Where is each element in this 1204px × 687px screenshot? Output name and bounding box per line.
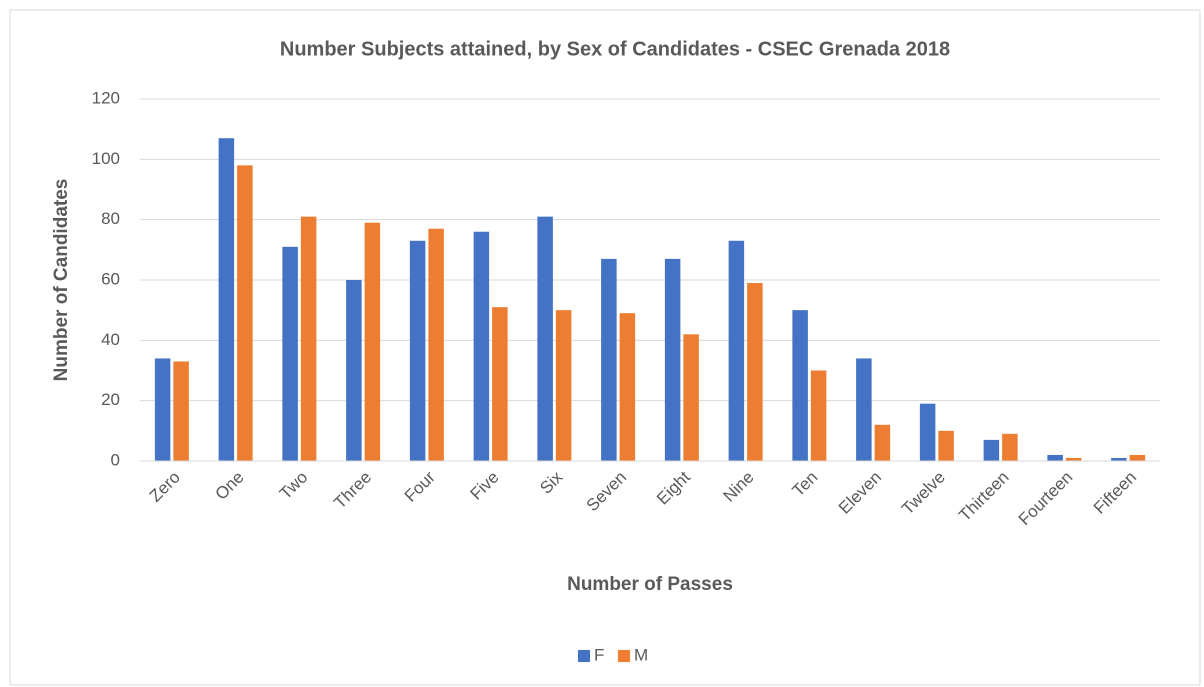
y-tick-label: 60 <box>101 269 120 288</box>
y-tick-label: 80 <box>101 209 120 228</box>
bar <box>792 310 808 461</box>
x-axis-title: Number of Passes <box>567 574 733 595</box>
bar <box>1002 433 1018 461</box>
y-tick-label: 120 <box>92 88 120 107</box>
bar <box>218 138 235 461</box>
bar <box>473 231 490 461</box>
bar <box>1047 454 1063 461</box>
bar <box>1111 457 1127 461</box>
bar <box>1129 454 1146 461</box>
bar <box>1065 457 1082 461</box>
bar <box>428 228 444 461</box>
bar <box>874 424 891 461</box>
bar <box>364 222 381 461</box>
y-tick-label: 20 <box>101 390 120 409</box>
legend-swatch <box>578 650 590 662</box>
bar <box>747 283 763 461</box>
bar <box>683 334 699 461</box>
legend-label: M <box>634 645 648 664</box>
bar <box>983 439 1000 461</box>
y-tick-label: 40 <box>101 330 120 349</box>
bar <box>173 361 189 461</box>
legend-swatch <box>618 650 630 662</box>
bar <box>300 216 317 461</box>
y-tick-label: 0 <box>111 450 120 469</box>
bar <box>237 165 253 461</box>
bar <box>346 280 362 461</box>
bar <box>537 216 553 461</box>
y-tick-label: 100 <box>92 149 120 168</box>
bar <box>282 246 298 461</box>
bar <box>555 310 572 461</box>
bar <box>601 258 617 461</box>
bar <box>409 240 426 461</box>
bar <box>664 258 681 461</box>
legend-label: F <box>594 645 604 664</box>
bar <box>938 430 954 461</box>
bar <box>810 370 827 461</box>
bar <box>856 358 872 461</box>
bar <box>728 240 745 461</box>
bar <box>154 358 171 461</box>
chart-title: Number Subjects attained, by Sex of Cand… <box>280 38 950 60</box>
bar <box>492 307 508 461</box>
bar <box>619 313 636 461</box>
bar <box>919 403 936 461</box>
y-axis-title: Number of Candidates <box>51 179 72 382</box>
